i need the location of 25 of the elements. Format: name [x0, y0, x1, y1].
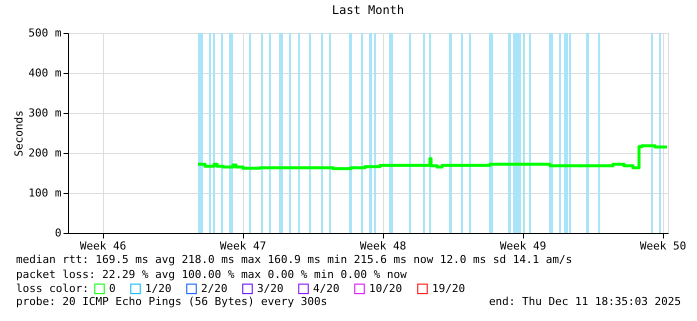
- legend-label: 10/20: [369, 282, 402, 295]
- x-tick-label: Week 48: [360, 240, 406, 252]
- legend-label: 2/20: [201, 282, 228, 295]
- text: packet loss: 22.29 % avg 100.00 % max 0.00 % min 0.00 % now: [16, 268, 408, 281]
- chart-title: Last Month: [332, 3, 404, 17]
- legend-title: loss color:: [16, 282, 89, 295]
- text: probe: 20 ICMP Echo Pings (56 Bytes) every 300s: [16, 295, 328, 308]
- y-tick-label: 0: [54, 226, 62, 240]
- legend-label: 4/20: [313, 282, 340, 295]
- y-axis-title: Seconds: [12, 110, 26, 157]
- x-tick-label: Week 47: [220, 240, 266, 252]
- x-tick-label: Week 49: [500, 240, 546, 252]
- legend-label: 0: [109, 282, 116, 295]
- x-tick-label: Week 50: [640, 240, 686, 252]
- y-tick-label: 300 m: [28, 106, 62, 120]
- y-tick-label: 100 m: [28, 186, 62, 200]
- x-tick-label: Week 46: [80, 240, 126, 252]
- y-tick-label: 200 m: [28, 146, 62, 160]
- legend-label: 3/20: [257, 282, 284, 295]
- legend-label: 1/20: [145, 282, 172, 295]
- legend-label: 19/20: [432, 282, 466, 295]
- y-tick-label: 500 m: [28, 26, 62, 40]
- y-tick-label: 400 m: [28, 66, 62, 80]
- text: end: Thu Dec 11 18:35:03 2025: [488, 295, 681, 308]
- text: median rtt: 169.5 ms avg 218.0 ms max 160.9 ms min 215.6 ms now 12.0 ms sd 14.1 am/s: [16, 253, 572, 266]
